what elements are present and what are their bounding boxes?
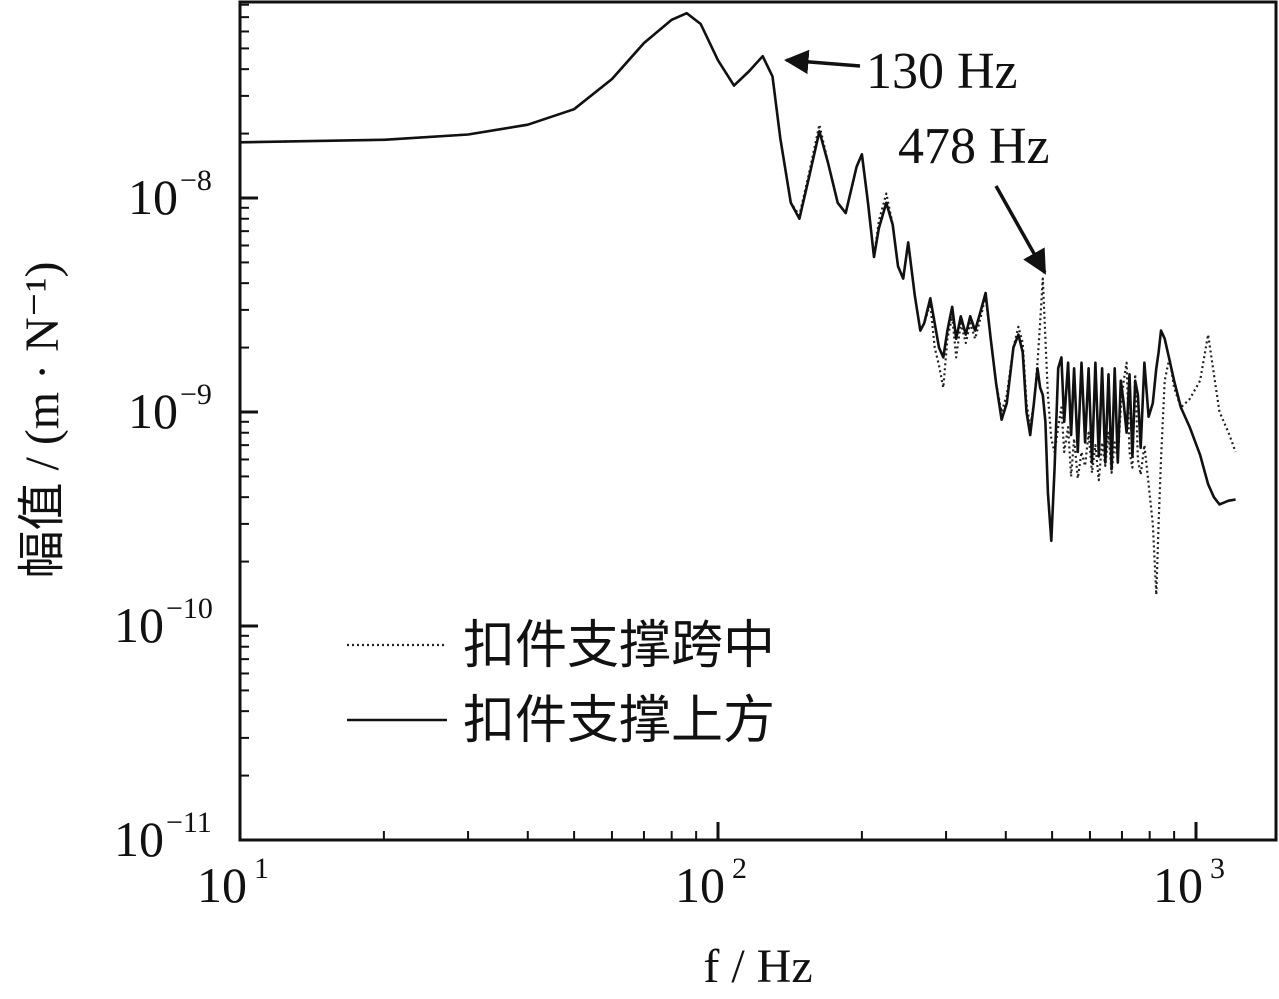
annotation-layer: 130 Hz 478 Hz (784, 43, 1050, 275)
annotation-478hz: 478 Hz (898, 118, 1050, 175)
series-line-midspan (239, 12, 1237, 596)
y-tick-exponent: −10 (166, 592, 213, 625)
x-tick-exponent: 2 (732, 852, 747, 885)
x-tick-exponent: 3 (1210, 852, 1225, 885)
y-tick-label: 10 (114, 811, 164, 867)
y-tick-exponent: −9 (180, 378, 212, 411)
x-tick-label: 10 (1153, 857, 1203, 913)
annotation-130hz: 130 Hz (866, 43, 1018, 100)
series-line-above-support (239, 11, 1236, 543)
legend-label: 扣件支撑上方 (463, 691, 775, 751)
y-axis-label: 幅值 / (m · N⁻¹) (16, 261, 69, 578)
y-tick-label: 10 (114, 597, 164, 653)
y-tick-exponent: −8 (180, 164, 212, 197)
x-tick-exponent: 1 (254, 852, 269, 885)
series-layer (239, 11, 1237, 596)
legend-label: 扣件支撑跨中 (463, 616, 775, 676)
y-tick-label: 10 (128, 383, 178, 439)
x-tick-label: 10 (675, 857, 725, 913)
annotation-arrow-478hz (994, 185, 1047, 275)
x-axis-label: f / Hz (703, 940, 812, 993)
y-tick-exponent: −11 (166, 806, 212, 839)
axis-labels: f / Hz 幅值 / (m · N⁻¹) (16, 261, 813, 993)
x-tick-label: 10 (197, 857, 247, 913)
annotation-arrow-130hz (784, 49, 861, 75)
y-tick-label: 10 (128, 169, 178, 225)
